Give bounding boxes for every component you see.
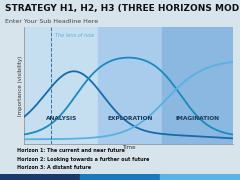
Text: ANALYSIS: ANALYSIS — [46, 116, 77, 121]
Bar — [80, 174, 160, 180]
Bar — [160, 174, 240, 180]
Text: Horizon 3: A distant future: Horizon 3: A distant future — [17, 165, 91, 170]
Text: Enter Your Sub Headline Here: Enter Your Sub Headline Here — [5, 19, 98, 24]
Bar — [98, 27, 162, 144]
Bar — [162, 27, 233, 144]
Text: IMAGINATION: IMAGINATION — [175, 116, 219, 121]
Text: STRATEGY H1, H2, H3 (THREE HORIZONS MODEL): STRATEGY H1, H2, H3 (THREE HORIZONS MODE… — [5, 4, 240, 14]
Text: EXPLORATION: EXPLORATION — [107, 116, 153, 121]
X-axis label: Time: Time — [122, 145, 135, 150]
Y-axis label: Importance (visibility): Importance (visibility) — [18, 55, 23, 116]
Text: Horizon 1: The current and near future: Horizon 1: The current and near future — [17, 148, 125, 154]
Text: The lens of now: The lens of now — [55, 33, 95, 38]
Text: Horizon 2: Looking towards a further out future: Horizon 2: Looking towards a further out… — [17, 157, 149, 162]
Bar — [0, 174, 80, 180]
Bar — [24, 27, 98, 144]
